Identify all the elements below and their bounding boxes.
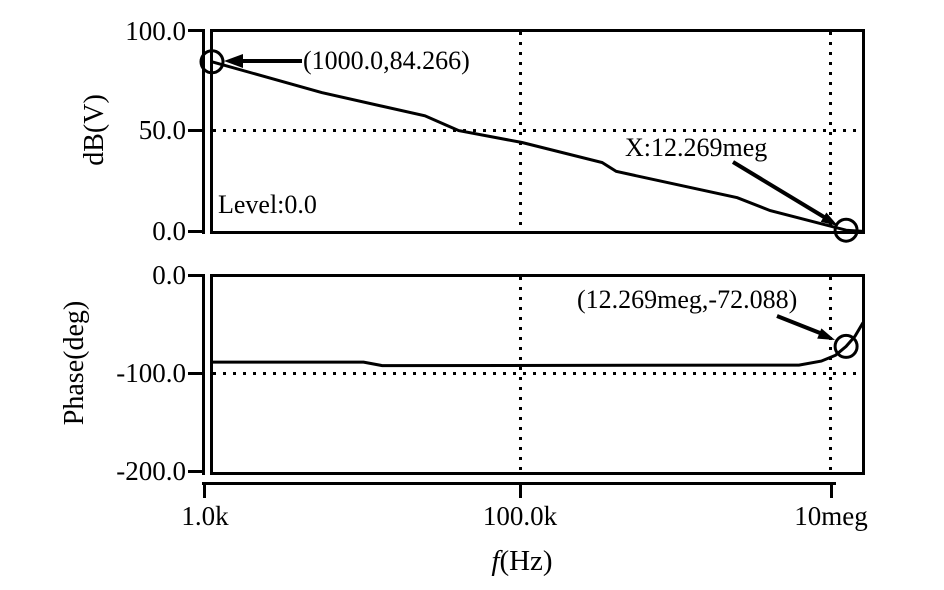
phase-ytick-label-0: 0.0 bbox=[152, 260, 186, 290]
x-tick-label-100k: 100.0k bbox=[482, 501, 558, 531]
phase-y-axis-line bbox=[202, 274, 205, 475]
gain-y-tick-50 bbox=[188, 129, 202, 132]
phase-ytick-label-m100: -100.0 bbox=[116, 358, 186, 388]
gain-level-label: Level:0.0 bbox=[218, 190, 317, 219]
x-tick-10meg bbox=[830, 482, 833, 498]
gain-y-tick-100 bbox=[188, 29, 202, 32]
phase-plot-area bbox=[210, 274, 865, 475]
x-tick-100k bbox=[519, 482, 522, 498]
x-axis-title-unit: (Hz) bbox=[499, 545, 553, 577]
phase-gridline-m100deg bbox=[213, 372, 862, 375]
gain-y-axis-title: dB(V) bbox=[79, 94, 110, 166]
gain-cursor1-annotation: (1000.0,84.266) bbox=[303, 46, 470, 75]
gain-y-tick-0 bbox=[188, 230, 202, 233]
x-tick-label-1k: 1.0k bbox=[181, 501, 229, 531]
gain-cursor2-annotation: X:12.269meg bbox=[625, 133, 768, 162]
gain-ytick-label-0: 0.0 bbox=[152, 216, 186, 246]
phase-cursor-annotation: (12.269meg,-72.088) bbox=[577, 285, 798, 314]
phase-ytick-label-m200: -200.0 bbox=[116, 456, 186, 486]
phase-y-tick-0 bbox=[188, 274, 202, 277]
gain-y-axis-line bbox=[202, 29, 205, 234]
x-axis-title-f: f bbox=[491, 545, 500, 577]
phase-y-tick-m100 bbox=[188, 372, 202, 375]
gain-gridline-50db bbox=[213, 129, 862, 132]
x-axis-title: f(Hz) bbox=[452, 546, 592, 576]
gain-ytick-label-100: 100.0 bbox=[125, 16, 186, 46]
phase-y-axis-title: Phase(deg) bbox=[59, 300, 90, 426]
x-tick-1k bbox=[203, 482, 206, 498]
gain-ytick-label-50: 50.0 bbox=[138, 115, 186, 145]
x-tick-label-10meg: 10meg bbox=[794, 501, 868, 531]
phase-y-tick-m200 bbox=[188, 470, 202, 473]
